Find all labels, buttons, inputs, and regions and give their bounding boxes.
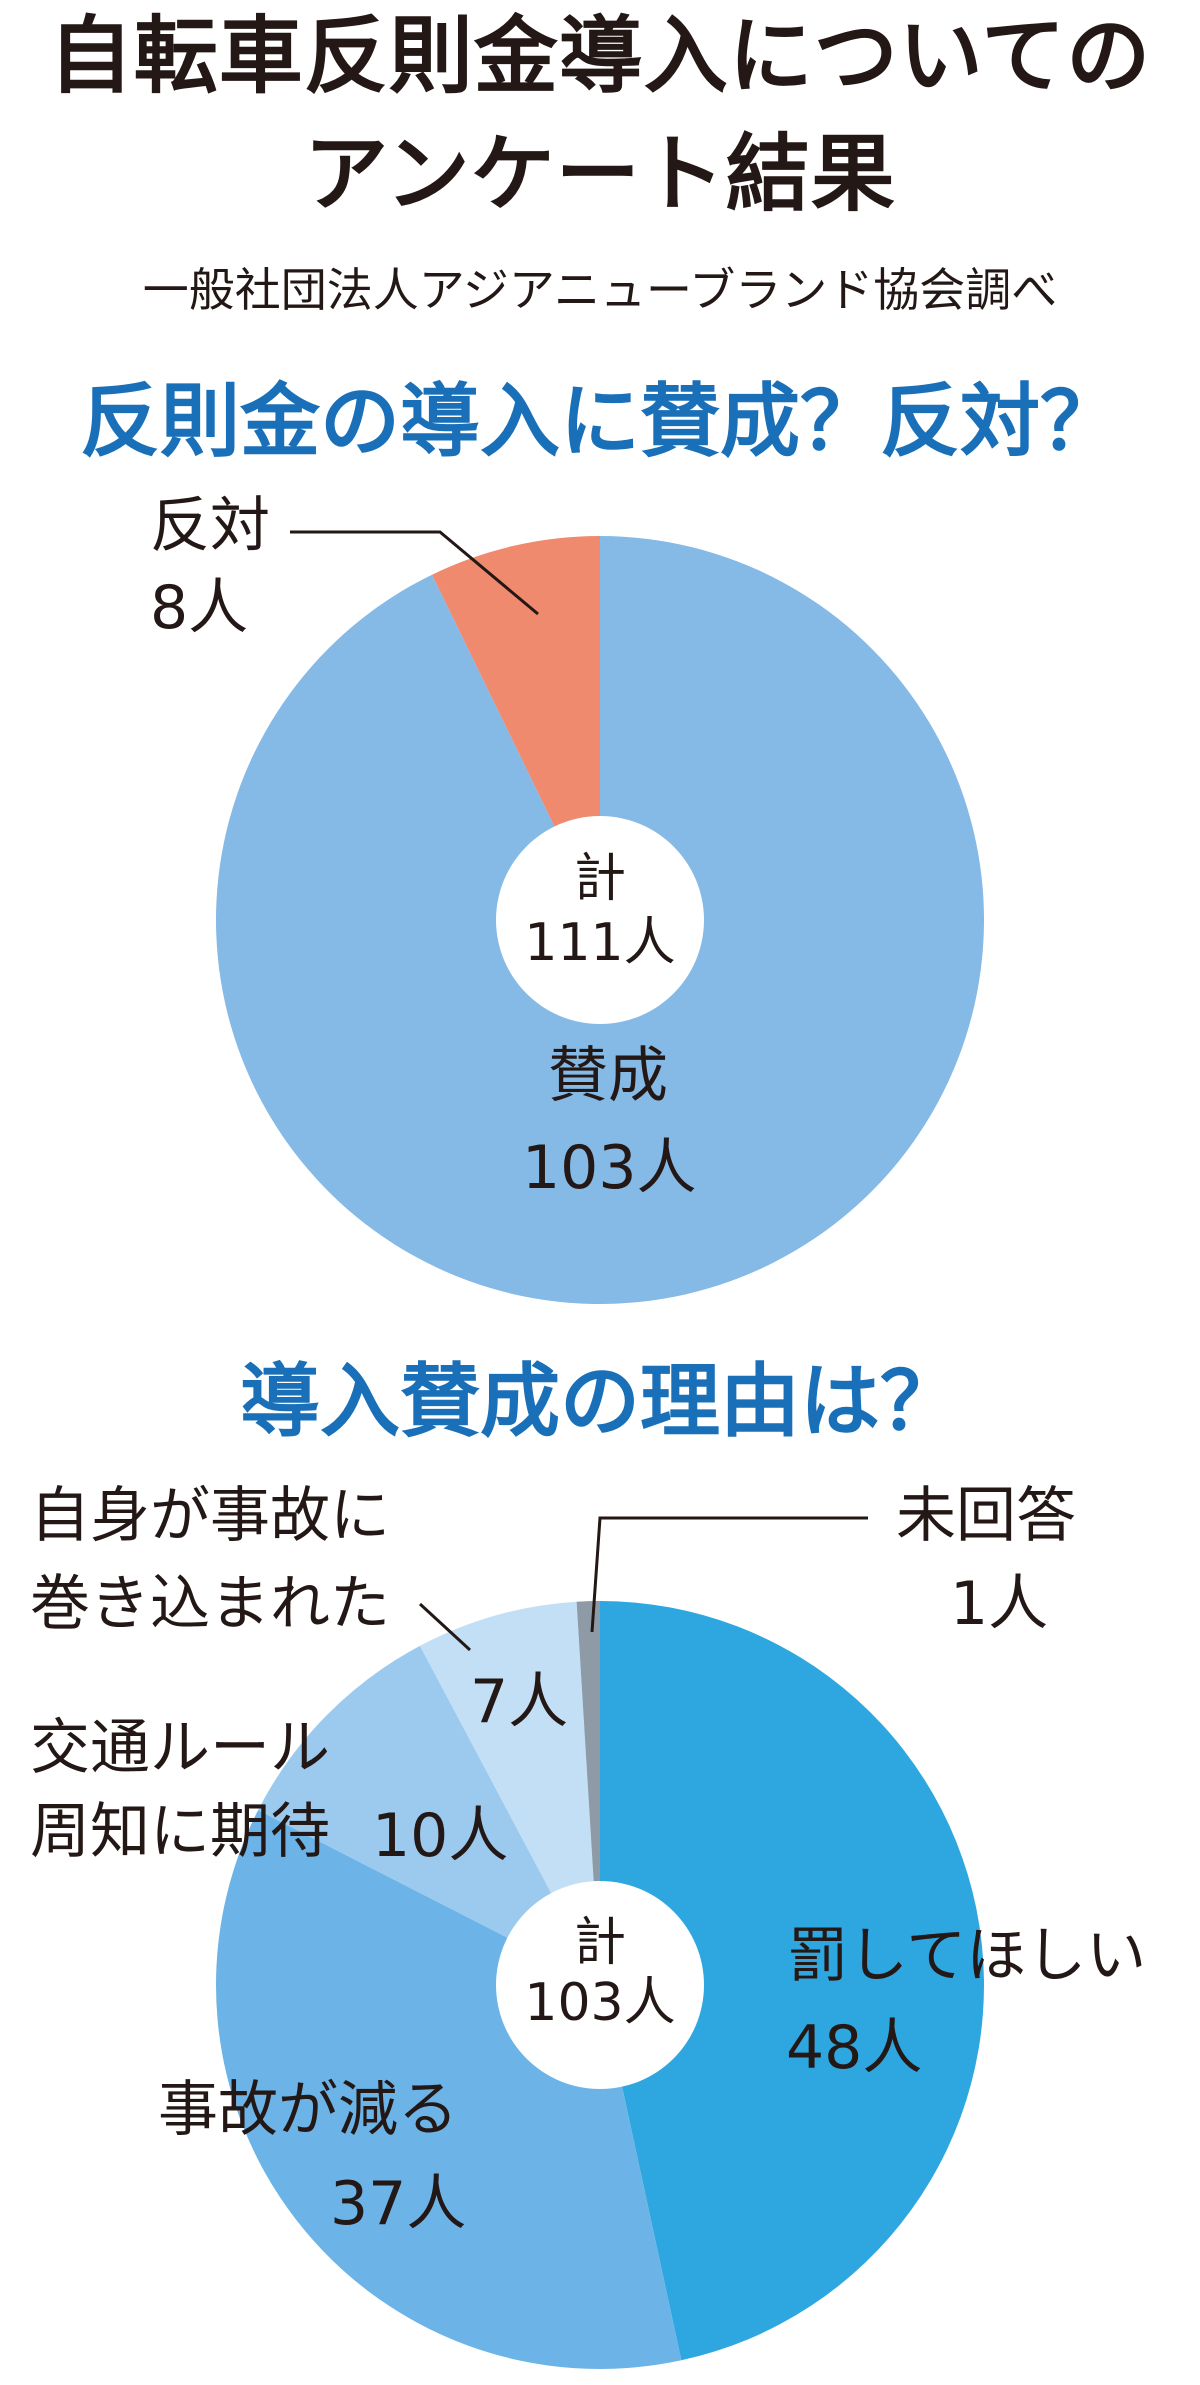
page-title-line2: アンケート結果 (304, 125, 896, 223)
value-fewer-accidents: 37人 (330, 2169, 467, 2239)
page-title-line1: 自転車反則金導入についての (48, 7, 1152, 105)
leader-oppose (290, 530, 539, 616)
pie-chart-reasons (215, 1601, 985, 2370)
pie2-slice-0 (600, 1601, 985, 2361)
label-punish: 罰してほしい (788, 1921, 1147, 1991)
label-involved-line2: 巻き込まれた (30, 1569, 390, 1639)
value-involved: 7人 (470, 1667, 569, 1737)
pie1-slice-1 (431, 536, 600, 920)
label-approve: 賛成 (548, 1041, 668, 1111)
label-rules-line1: 交通ルール (30, 1713, 330, 1783)
leader-involved (418, 1602, 472, 1652)
pie1-center-hole (496, 816, 704, 1024)
value-approve: 103人 (522, 1133, 697, 1203)
pie2-slice-1 (215, 1810, 682, 2370)
chart1-title: 反則金の導入に賛成？反対？ (80, 375, 1120, 468)
pie-chart-approval (215, 536, 985, 1305)
pie2-center-hole (496, 1881, 704, 2089)
chart2-title: 導入賛成の理由は？ (240, 1355, 960, 1448)
total-value-2: 103人 (524, 1973, 676, 2033)
label-oppose: 反対 (150, 491, 270, 561)
leader-lines (290, 530, 868, 1652)
total-value-1: 111人 (524, 913, 676, 973)
label-fewer-accidents: 事故が減る (158, 2075, 458, 2145)
label-involved-line1: 自身が事故に (30, 1481, 390, 1551)
pie2-slice-2 (258, 1645, 600, 1985)
value-no-answer: 1人 (950, 1569, 1049, 1639)
source-note: 一般社団法人アジアニューブランド協会調べ (142, 263, 1058, 317)
pie2-slice-3 (419, 1601, 600, 1985)
total-label-2: 計 (573, 1913, 626, 1973)
value-rules: 10人 (372, 1801, 509, 1871)
label-rules-line2: 周知に期待 (30, 1797, 330, 1867)
label-no-answer: 未回答 (896, 1481, 1076, 1551)
value-oppose: 8人 (150, 573, 249, 643)
value-punish: 48人 (786, 2013, 923, 2083)
leader-no-answer (590, 1516, 868, 1633)
total-label-1: 計 (573, 849, 626, 909)
